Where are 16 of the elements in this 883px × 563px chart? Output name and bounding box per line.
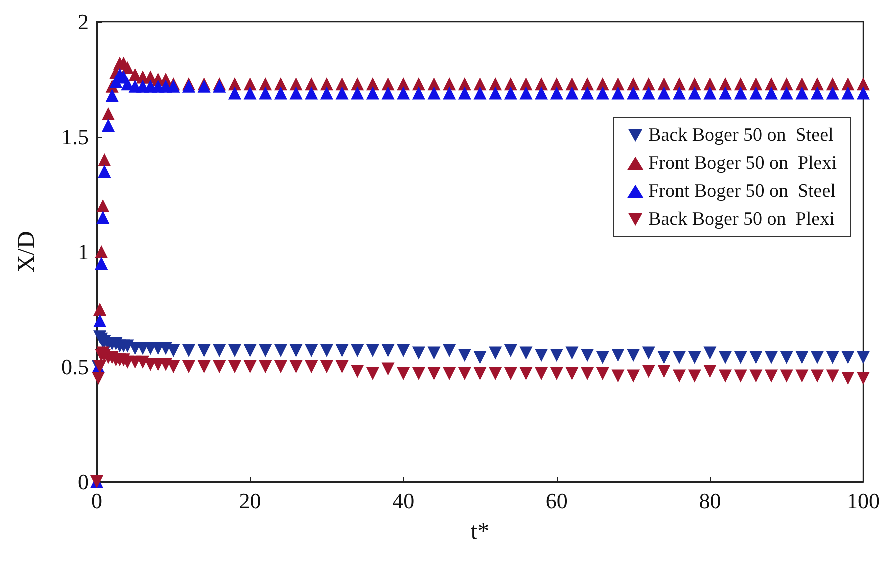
y-axis-title: X/D: [14, 231, 40, 273]
x-tick-label: 100: [847, 488, 880, 514]
y-tick-label: 0.5: [62, 354, 89, 380]
x-axis-title: t*: [470, 519, 490, 545]
x-tick-label: 40: [392, 488, 415, 514]
legend-label: Back Boger 50 on Plexi: [648, 209, 835, 230]
y-tick-label: 1.5: [62, 124, 89, 150]
legend-label: Front Boger 50 on Plexi: [648, 153, 838, 174]
legend-label: Front Boger 50 on Steel: [648, 181, 836, 202]
y-tick-label: 0: [78, 470, 89, 494]
x-tick-label: 80: [699, 488, 722, 514]
y-tick-label: 2: [78, 10, 89, 34]
x-tick-label: 60: [546, 488, 568, 514]
legend-label: Back Boger 50 on Steel: [648, 125, 834, 146]
y-tick-label: 1: [78, 240, 89, 264]
x-tick-label: 20: [239, 488, 262, 514]
